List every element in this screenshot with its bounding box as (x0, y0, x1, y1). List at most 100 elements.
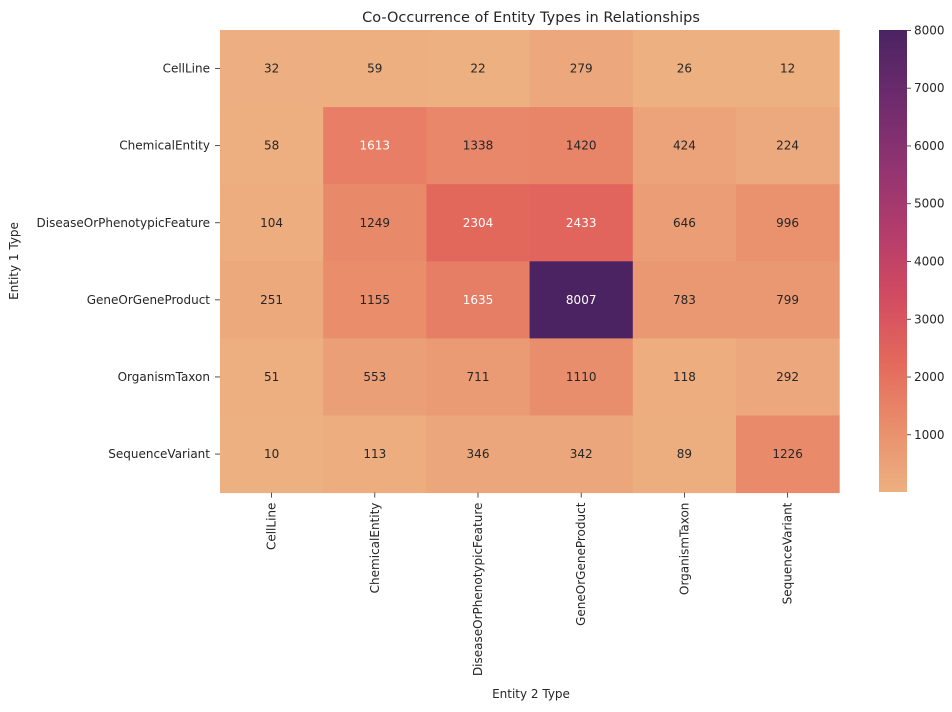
heatmap-cell (632, 338, 737, 416)
heatmap-cell (220, 415, 324, 494)
heatmap-cell (632, 415, 737, 494)
cell-value-label: 104 (260, 216, 283, 230)
heatmap-cell (426, 338, 531, 416)
cell-value-label: 2304 (463, 216, 494, 230)
cell-value-label: 118 (673, 370, 696, 384)
y-tick-label: CellLine (163, 62, 210, 76)
heatmap-cell (220, 184, 324, 262)
heatmap-cell (529, 415, 634, 494)
cell-value-label: 346 (467, 447, 490, 461)
heatmap-cell (323, 415, 427, 494)
x-tick-label: CellLine (265, 503, 279, 550)
heatmap-cell (426, 415, 531, 494)
heatmap-cell (529, 338, 634, 416)
cell-value-label: 1338 (463, 139, 494, 153)
colorbar-gradient (879, 30, 907, 492)
colorbar-tick-label: 5000 (914, 197, 945, 211)
cell-value-label: 32 (264, 62, 279, 76)
heatmap-cell (426, 107, 531, 185)
cell-value-label: 1110 (566, 370, 597, 384)
cell-value-label: 1155 (360, 293, 391, 307)
heatmap-cell (529, 184, 634, 262)
heatmap-cell (323, 338, 427, 416)
x-tick-label: OrganismTaxon (677, 503, 691, 595)
heatmap-cell (736, 338, 840, 416)
cell-value-label: 89 (677, 447, 692, 461)
heatmap-cell (529, 261, 634, 339)
cell-value-label: 279 (570, 62, 593, 76)
y-tick-label: GeneOrGeneProduct (87, 293, 211, 307)
cell-value-label: 646 (673, 216, 696, 230)
cell-value-label: 424 (673, 139, 696, 153)
cell-value-label: 51 (264, 370, 279, 384)
cell-value-label: 12 (780, 62, 795, 76)
y-tick-label: DiseaseOrPhenotypicFeature (37, 216, 210, 230)
cell-value-label: 1635 (463, 293, 494, 307)
chart-title: Co-Occurrence of Entity Types in Relatio… (362, 10, 700, 26)
heatmap-cell (323, 30, 427, 108)
cell-value-label: 224 (776, 139, 799, 153)
y-tick-label: ChemicalEntity (119, 139, 210, 153)
cell-value-label: 292 (776, 370, 799, 384)
heatmap-cell (632, 261, 737, 339)
colorbar-tick-label: 4000 (914, 254, 945, 268)
x-tick-labels: CellLine ChemicalEntity DiseaseOrPhenotypi… (265, 492, 795, 676)
cell-value-label: 59 (367, 62, 382, 76)
cell-value-label: 10 (264, 447, 279, 461)
heatmap-cell (736, 30, 840, 108)
cell-value-label: 8007 (566, 293, 597, 307)
cell-value-label: 2433 (566, 216, 597, 230)
heatmap-cells: 32 59 22 279 26 12 58 1613 1338 1420 424 224 104 1249… (220, 30, 840, 494)
y-tick-label: SequenceVariant (108, 447, 210, 461)
cell-value-label: 22 (470, 62, 485, 76)
x-tick-label: DiseaseOrPhenotypicFeature (471, 503, 485, 676)
heatmap-cell (426, 261, 531, 339)
cell-value-label: 1420 (566, 139, 597, 153)
colorbar-tick-label: 8000 (914, 23, 945, 37)
heatmap-cell (220, 261, 324, 339)
heatmap-cell (323, 261, 427, 339)
cell-value-label: 783 (673, 293, 696, 307)
heatmap-cell (426, 30, 531, 108)
y-tick-labels: CellLine ChemicalEntity DiseaseOrPhenotypi… (37, 62, 220, 461)
cell-value-label: 1613 (360, 139, 391, 153)
heatmap-cell (736, 261, 840, 339)
heatmap-cell (220, 338, 324, 416)
y-tick-label: OrganismTaxon (118, 370, 210, 384)
heatmap-cell (426, 184, 531, 262)
cell-value-label: 799 (776, 293, 799, 307)
heatmap-cell (220, 107, 324, 185)
heatmap-cell (529, 30, 634, 108)
cell-value-label: 58 (264, 139, 279, 153)
colorbar-tick-label: 6000 (914, 139, 945, 153)
colorbar-tick-label: 1000 (914, 428, 945, 442)
heatmap-cell (632, 184, 737, 262)
y-axis-label: Entity 1 Type (7, 222, 21, 300)
heatmap-cell (736, 184, 840, 262)
cell-value-label: 1226 (772, 447, 803, 461)
cell-value-label: 342 (570, 447, 593, 461)
cell-value-label: 1249 (360, 216, 391, 230)
x-tick-label: GeneOrGeneProduct (574, 502, 588, 626)
colorbar: 1000 2000 3000 4000 5000 6000 7000 8000 (879, 23, 945, 492)
cell-value-label: 251 (260, 293, 283, 307)
cell-value-label: 26 (677, 62, 692, 76)
heatmap-cell (220, 30, 324, 108)
x-axis-label: Entity 2 Type (492, 687, 570, 701)
colorbar-tick-label: 2000 (914, 370, 945, 384)
cell-value-label: 553 (363, 370, 386, 384)
heatmap-cell (529, 107, 634, 185)
heatmap-cell (323, 107, 427, 185)
cell-value-label: 711 (467, 370, 490, 384)
colorbar-tick-label: 3000 (914, 312, 945, 326)
cell-value-label: 113 (363, 447, 386, 461)
heatmap-cell (736, 415, 840, 494)
x-tick-label: ChemicalEntity (368, 503, 382, 594)
heatmap-cell (736, 107, 840, 185)
cell-value-label: 996 (776, 216, 799, 230)
heatmap-cell (323, 184, 427, 262)
x-tick-label: SequenceVariant (781, 502, 795, 604)
colorbar-tick-label: 7000 (914, 81, 945, 95)
heatmap-cell (632, 30, 737, 108)
